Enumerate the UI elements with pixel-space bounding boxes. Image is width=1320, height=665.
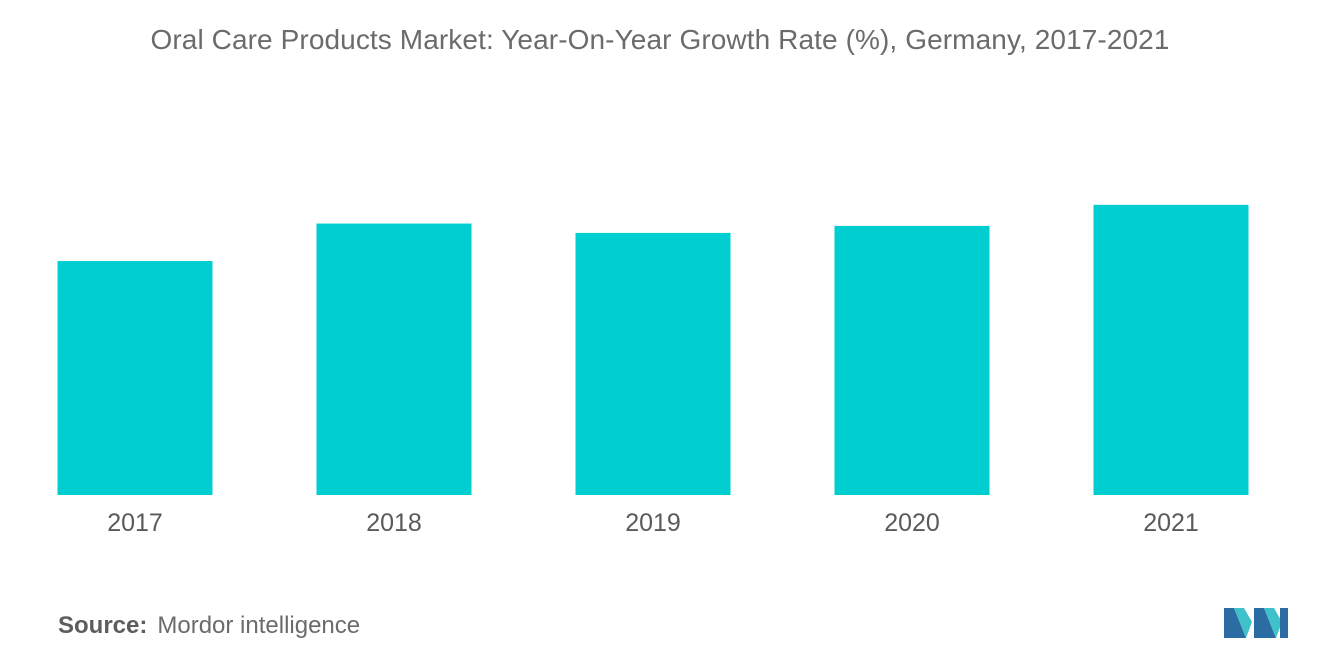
source-note: Source: Mordor intelligence (58, 612, 360, 640)
x-tick-label-2020: 2020 (884, 509, 940, 537)
chart-title: Oral Care Products Market: Year-On-Year … (150, 24, 1170, 55)
mordor-intelligence-logo-icon (1224, 608, 1288, 638)
x-tick-label-2017: 2017 (107, 509, 163, 537)
x-tick-label-2018: 2018 (366, 509, 422, 537)
bar-2020 (834, 225, 990, 495)
bars-group (57, 204, 1249, 496)
x-tick-label-2019: 2019 (625, 509, 681, 537)
source-label: Source: (58, 612, 148, 639)
bar-chart: 2017 2018 2019 2020 2021 (57, 204, 1249, 537)
bar-2019 (575, 232, 731, 496)
x-tick-label-2021: 2021 (1143, 509, 1199, 537)
source-text: Mordor intelligence (157, 612, 361, 639)
x-tick-labels: 2017 2018 2019 2020 2021 (107, 509, 1199, 537)
bar-2017 (57, 261, 213, 495)
bar-2018 (316, 223, 472, 495)
bar-2021 (1093, 204, 1249, 495)
